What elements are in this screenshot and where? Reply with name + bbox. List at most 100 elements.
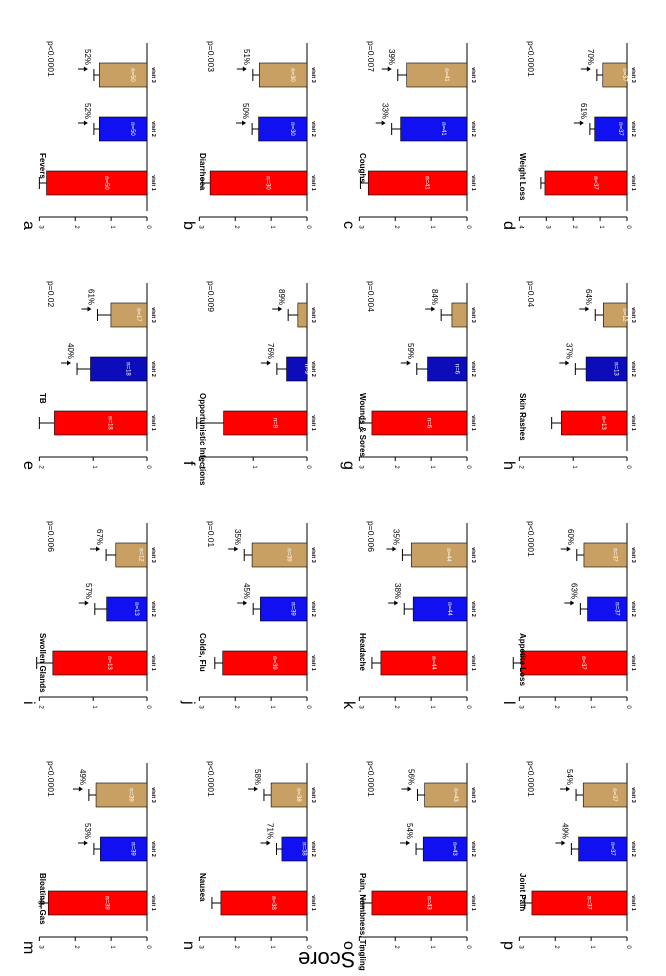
- value-tick-label: 2: [393, 225, 399, 229]
- category-label: visit 1: [150, 175, 156, 191]
- arrow-head: [83, 120, 88, 126]
- value-tick-label: 1: [269, 225, 275, 229]
- category-label: visit 3: [310, 547, 316, 563]
- category-label: visit 1: [470, 415, 476, 431]
- panel-letter: l: [500, 701, 517, 705]
- percent-label: 35%: [391, 529, 400, 545]
- value-tick-label: 4: [517, 225, 523, 229]
- panel-letter: o: [340, 941, 357, 950]
- value-tick-label: 2: [393, 465, 399, 469]
- category-label: visit 2: [470, 121, 476, 137]
- category-label: visit 3: [470, 547, 476, 563]
- value-tick-label: 2: [37, 705, 43, 709]
- value-tick-label: 3: [37, 225, 43, 229]
- value-tick-label: 1: [91, 705, 97, 709]
- value-tick-label: 1: [429, 705, 435, 709]
- bar-n-label: n=50: [129, 68, 135, 82]
- bar-n-label: n=30: [265, 176, 271, 190]
- p-value-label: p<0.0001: [526, 761, 536, 797]
- category-label: visit 1: [310, 415, 316, 431]
- percent-label: 54%: [565, 769, 574, 785]
- bar-1: [209, 170, 308, 196]
- category-label: visit 2: [150, 361, 156, 377]
- percent-label: 52%: [83, 103, 92, 119]
- arrow-head: [566, 786, 571, 792]
- bar-n-label: n=13: [106, 656, 112, 670]
- percent-label: 70%: [586, 49, 595, 65]
- bar-1: [561, 410, 628, 436]
- bar-3: [251, 542, 308, 568]
- panel-letter: k: [340, 701, 357, 710]
- value-tick-label: 2: [73, 225, 79, 229]
- panel-letter: m: [20, 941, 37, 954]
- panel-title: Nausea: [198, 873, 207, 902]
- bar-n-label: n=30: [289, 68, 295, 82]
- category-label: visit 1: [470, 895, 476, 911]
- panel-title: Opportunistic Infections: [198, 393, 207, 486]
- panel-title: Weight Loss: [518, 153, 527, 201]
- value-tick-label: 0: [625, 705, 631, 709]
- value-tick-label: 1: [109, 225, 115, 229]
- percent-label: 49%: [78, 769, 87, 785]
- bar-n-label: n=7: [308, 310, 314, 321]
- bar-1: [520, 650, 628, 676]
- value-tick-label: 0: [625, 945, 631, 949]
- arrow-head: [381, 120, 386, 126]
- bar-n-label: n=37: [611, 788, 617, 802]
- category-label: visit 3: [310, 787, 316, 803]
- panel-o: 0 1 2 3 n=43 visit 1 n=43 visit 2 54% n=43 visit 3…: [340, 761, 476, 971]
- value-tick-label: 1: [429, 945, 435, 949]
- bar-1: [223, 410, 308, 436]
- bar-n-label: n=37: [609, 842, 615, 856]
- arrow-head: [387, 66, 392, 72]
- value-tick-label: 1: [91, 465, 97, 469]
- value-tick-label: 1: [589, 705, 595, 709]
- panel-title: Joint Pain: [518, 873, 527, 911]
- value-tick-label: 2: [553, 705, 559, 709]
- category-label: visit 1: [630, 655, 636, 671]
- arrow-head: [84, 600, 89, 606]
- bar-3: [258, 62, 308, 88]
- p-value-label: p<0.0001: [366, 761, 376, 797]
- category-label: visit 2: [150, 841, 156, 857]
- category-label: visit 2: [150, 601, 156, 617]
- percent-label: 67%: [95, 529, 104, 545]
- bar-n-label: n=9: [303, 364, 309, 375]
- panel-title: Skin Rashes: [518, 393, 527, 441]
- bar-1: [46, 170, 148, 196]
- bar-n-label: n=38: [300, 842, 306, 856]
- bar-1: [544, 170, 628, 196]
- value-tick-label: 1: [269, 945, 275, 949]
- category-label: visit 3: [150, 547, 156, 563]
- category-label: visit 3: [150, 67, 156, 83]
- panel-k: 0 1 2 3 n=44 visit 1 n=44 visit 2 38% n=44 visit 3…: [340, 521, 476, 710]
- p-value-label: p=0.01: [206, 521, 216, 548]
- value-tick-label: 2: [73, 945, 79, 949]
- percent-label: 89%: [277, 289, 286, 305]
- arrow-head: [253, 786, 258, 792]
- percent-label: 39%: [387, 49, 396, 65]
- value-tick-label: 3: [357, 705, 363, 709]
- arrow-head: [586, 66, 591, 72]
- percent-label: 37%: [564, 343, 573, 359]
- panel-letter: b: [180, 221, 197, 230]
- percent-label: 38%: [393, 583, 402, 599]
- bar-n-label: n=13: [600, 416, 606, 430]
- category-label: visit 2: [310, 841, 316, 857]
- category-label: visit 3: [150, 787, 156, 803]
- value-tick-label: 2: [553, 945, 559, 949]
- panel-e: 0 1 2 n=18 visit 1 n=18 visit 2 40% n=17 visit 3 6…: [20, 281, 156, 470]
- bar-2: [260, 596, 308, 622]
- panel-title: Bloating, Gas: [38, 873, 47, 925]
- category-label: visit 3: [630, 787, 636, 803]
- bar-2: [587, 596, 628, 622]
- bar-2: [422, 836, 468, 862]
- arrow-head: [243, 600, 248, 606]
- panel-letter: i: [20, 701, 37, 705]
- category-label: visit 1: [150, 895, 156, 911]
- bar-n-label: n=39: [286, 548, 292, 562]
- bar-n-label: n=13: [133, 602, 139, 616]
- percent-label: 56%: [406, 769, 415, 785]
- bar-n-label: n=37: [611, 548, 617, 562]
